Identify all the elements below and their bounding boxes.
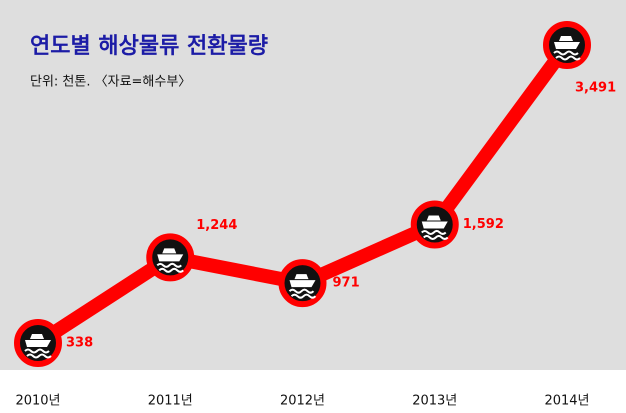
chart-title: 연도별 해상물류 전환물량 bbox=[30, 34, 268, 59]
data-label: 1,244 bbox=[196, 218, 237, 233]
ship-wave bbox=[290, 293, 317, 299]
ship-icon bbox=[156, 248, 184, 273]
ship-cabin bbox=[30, 334, 44, 339]
ship-wave bbox=[553, 50, 579, 56]
ship-wave bbox=[421, 229, 447, 235]
ship-wave bbox=[288, 288, 315, 294]
ship-wave bbox=[423, 234, 449, 240]
ship-icon bbox=[421, 215, 449, 240]
axis-background bbox=[0, 370, 626, 413]
data-label: 338 bbox=[66, 336, 93, 351]
ship-hull bbox=[554, 42, 580, 49]
ship-cabin bbox=[294, 274, 309, 280]
ship-cabin bbox=[426, 215, 441, 221]
ship-icon bbox=[288, 274, 317, 299]
ship-wave bbox=[158, 267, 184, 273]
ship-wave bbox=[26, 353, 52, 359]
data-label: 971 bbox=[333, 276, 360, 291]
ship-hull bbox=[421, 221, 448, 229]
ship-cabin bbox=[162, 248, 177, 254]
x-tick-label: 2012년 bbox=[280, 394, 325, 409]
data-label: 3,491 bbox=[575, 81, 616, 96]
chart-subtitle: 단위: 천톤. 〈자료=해수부〉 bbox=[30, 75, 191, 90]
data-label: 1,592 bbox=[463, 217, 504, 232]
ship-hull bbox=[157, 254, 184, 262]
ship-hull bbox=[25, 340, 51, 347]
x-tick-label: 2010년 bbox=[15, 394, 60, 409]
ship-cabin bbox=[559, 36, 573, 41]
x-tick-label: 2014년 bbox=[544, 394, 589, 409]
ship-icon bbox=[24, 334, 52, 359]
ship-wave bbox=[555, 55, 581, 61]
ship-hull bbox=[289, 280, 316, 288]
x-tick-label: 2011년 bbox=[148, 394, 193, 409]
x-tick-label: 2013년 bbox=[412, 394, 457, 409]
ship-wave bbox=[156, 262, 182, 268]
ship-wave bbox=[24, 348, 50, 354]
ship-icon bbox=[553, 36, 581, 61]
